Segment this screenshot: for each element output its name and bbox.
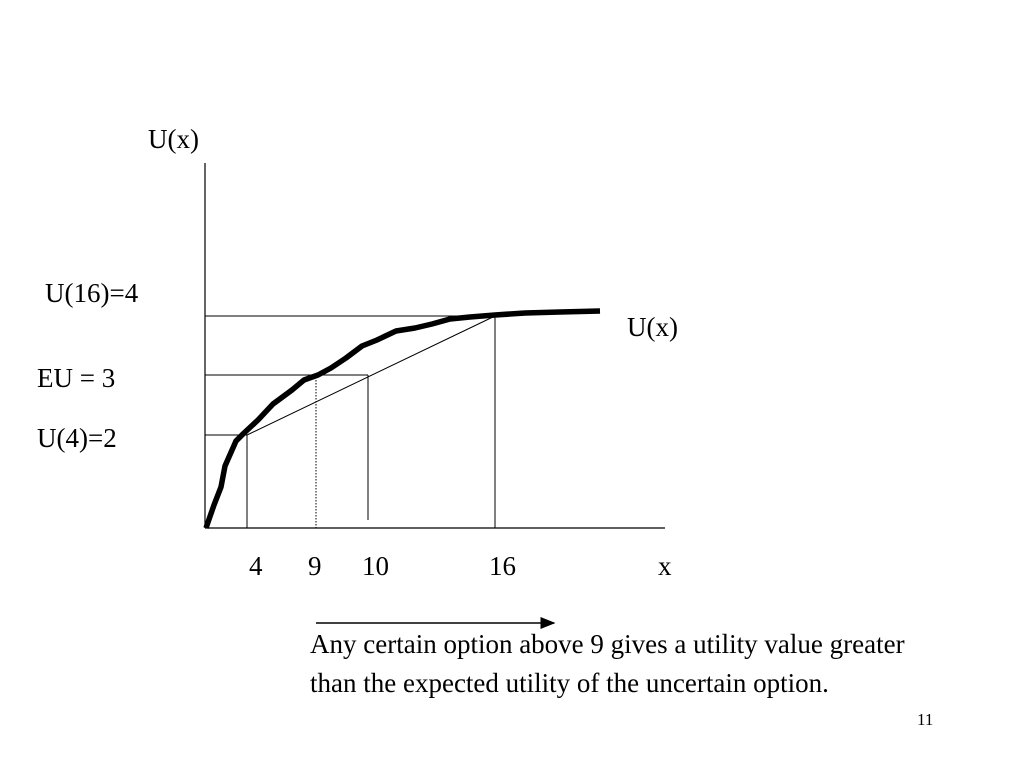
eu-label: EU = 3 — [37, 363, 116, 393]
utility-curve — [203, 308, 601, 529]
tick-label: 9 — [308, 551, 322, 581]
u4-label: U(4)=2 — [37, 423, 117, 453]
y-axis-label: U(x) — [148, 124, 199, 154]
chord-line — [246, 315, 496, 436]
page-number: 11 — [917, 710, 934, 729]
x-axis-label: x — [658, 551, 672, 581]
tick-label: 4 — [249, 551, 263, 581]
u16-label: U(16)=4 — [45, 278, 139, 308]
tick-label: 10 — [362, 551, 389, 581]
caption-text: Any certain option above 9 gives a utili… — [310, 629, 905, 698]
curve-label: U(x) — [627, 312, 678, 342]
tick-label: 16 — [489, 551, 516, 581]
